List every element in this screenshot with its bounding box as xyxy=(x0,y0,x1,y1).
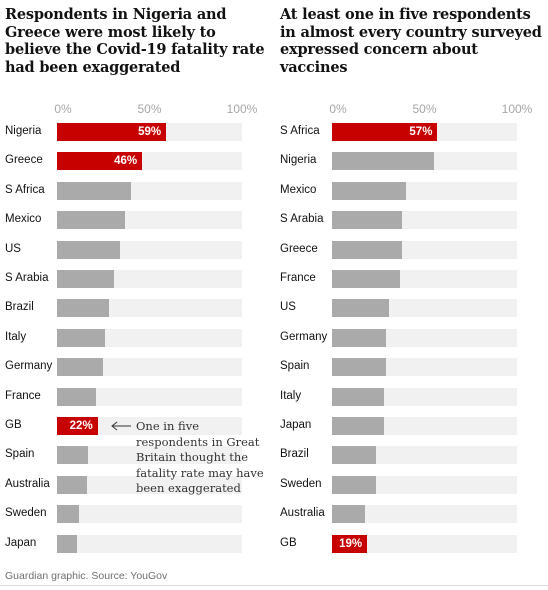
bar xyxy=(57,446,89,465)
tick-label: 0% xyxy=(329,102,347,116)
category-label: Greece xyxy=(5,154,43,167)
category-label: Spain xyxy=(5,448,35,461)
category-label: Japan xyxy=(280,419,312,431)
bar-track xyxy=(57,417,242,435)
bar xyxy=(332,123,438,141)
bar xyxy=(57,270,115,288)
bar-track xyxy=(57,534,242,553)
bar xyxy=(57,505,80,524)
bar xyxy=(332,328,386,347)
bottom-divider xyxy=(0,585,548,586)
category-label: S Arabia xyxy=(280,213,324,226)
bar xyxy=(332,358,386,377)
category-label: Mexico xyxy=(5,213,42,226)
bar-rows-right: S Africa 57% Nigeria Mexico S Arabia Greece Fr… xyxy=(280,0,542,560)
bar xyxy=(57,328,106,347)
category-label: Germany xyxy=(5,360,53,373)
data-label: 22% xyxy=(69,420,93,432)
category-label: Sweden xyxy=(5,507,47,520)
bar xyxy=(57,152,143,171)
data-label: 46% xyxy=(114,155,138,168)
bar xyxy=(57,299,109,318)
x-axis-ticks-left: 0% 50% 100% xyxy=(5,102,267,118)
tick-label: 50% xyxy=(137,102,162,116)
bar-track xyxy=(57,446,242,465)
tick-label: 100% xyxy=(226,102,258,116)
category-label: Nigeria xyxy=(5,125,42,137)
bar-track xyxy=(57,387,242,406)
category-label: US xyxy=(280,301,296,314)
bar-track xyxy=(332,534,517,553)
category-label: S Arabia xyxy=(5,272,49,284)
category-label: Brazil xyxy=(280,448,309,461)
bar xyxy=(57,417,98,435)
bar xyxy=(57,534,78,553)
category-label: France xyxy=(5,389,41,402)
bar-rows-left: Nigeria 59% Greece 46% S Africa Mexico US S Ara… xyxy=(5,0,267,560)
category-label: GB xyxy=(5,419,22,431)
annotation-gb: One in five respondents in Great Britain… xyxy=(136,419,264,495)
bar xyxy=(332,299,390,318)
bar xyxy=(332,534,368,553)
category-label: Mexico xyxy=(280,183,317,196)
bar xyxy=(332,270,401,288)
category-label: Italy xyxy=(5,330,27,343)
x-axis-ticks-right: 0% 50% 100% xyxy=(280,102,542,118)
category-label: Brazil xyxy=(5,301,34,314)
category-label: Greece xyxy=(280,242,318,255)
bar xyxy=(57,240,120,259)
bar-track xyxy=(57,505,242,524)
bar xyxy=(57,123,167,141)
chart-title-left: Respondents in Nigeria and Greece were m… xyxy=(5,6,265,76)
category-label: S Africa xyxy=(280,125,320,137)
bar xyxy=(332,181,406,200)
category-label: Nigeria xyxy=(280,154,317,167)
bar xyxy=(332,475,377,494)
bar-track xyxy=(57,358,242,377)
bar-track xyxy=(332,475,517,494)
category-label: Sweden xyxy=(280,477,322,490)
bar xyxy=(332,240,403,259)
bar xyxy=(57,358,104,377)
bar xyxy=(57,387,96,406)
data-label: 19% xyxy=(339,537,363,550)
category-label: France xyxy=(280,272,316,284)
category-label: Australia xyxy=(280,507,325,520)
chart-panel-right: At least one in five respondents in almo… xyxy=(280,0,542,560)
tick-label: 0% xyxy=(54,102,72,116)
bar xyxy=(332,152,434,171)
annotation-arrow-icon xyxy=(111,421,131,431)
bar xyxy=(332,446,377,465)
bar xyxy=(332,211,403,230)
chart-panel-left: Respondents in Nigeria and Greece were m… xyxy=(5,0,267,560)
tick-label: 100% xyxy=(501,102,533,116)
category-label: Australia xyxy=(5,477,50,490)
chart-title-right: At least one in five respondents in almo… xyxy=(280,6,542,76)
bar xyxy=(57,181,131,200)
bar-track xyxy=(332,505,517,524)
category-label: Spain xyxy=(280,360,310,373)
bar-track xyxy=(57,475,242,494)
bar xyxy=(57,211,126,230)
category-label: S Africa xyxy=(5,183,45,196)
category-label: US xyxy=(5,242,21,255)
tick-label: 50% xyxy=(412,102,437,116)
bar xyxy=(57,475,87,494)
bar-track xyxy=(332,446,517,465)
category-label: Italy xyxy=(280,389,302,402)
category-label: Germany xyxy=(280,330,328,343)
source-note: Guardian graphic. Source: YouGov xyxy=(5,570,168,582)
data-label: 59% xyxy=(138,126,162,138)
category-label: GB xyxy=(280,536,297,549)
bar xyxy=(332,417,384,435)
data-label: 57% xyxy=(409,126,433,138)
bar xyxy=(332,387,384,406)
category-label: Japan xyxy=(5,536,37,549)
bar xyxy=(332,505,366,524)
